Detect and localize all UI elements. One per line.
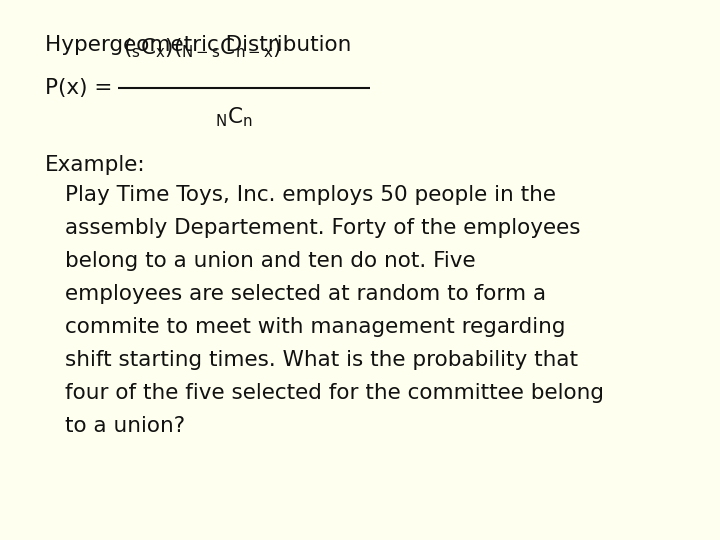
Text: employees are selected at random to form a: employees are selected at random to form…: [65, 284, 546, 304]
Text: P(x) =: P(x) =: [45, 78, 120, 98]
Text: $(_{\mathsf{s}}\mathsf{C}_{\mathsf{x}})(_{\mathsf{N-s}}\mathsf{C}_{\mathsf{n-x}}: $(_{\mathsf{s}}\mathsf{C}_{\mathsf{x}})(…: [123, 36, 282, 60]
Text: four of the five selected for the committee belong: four of the five selected for the commit…: [65, 383, 604, 403]
Text: shift starting times. What is the probability that: shift starting times. What is the probab…: [65, 350, 578, 370]
Text: Example:: Example:: [45, 155, 145, 175]
Text: Hypergeometric Distribution: Hypergeometric Distribution: [45, 35, 351, 55]
Text: to a union?: to a union?: [65, 416, 185, 436]
Text: $_{\mathsf{N}}\mathsf{C}_{\mathsf{n}}$: $_{\mathsf{N}}\mathsf{C}_{\mathsf{n}}$: [215, 105, 253, 129]
Text: Play Time Toys, Inc. employs 50 people in the: Play Time Toys, Inc. employs 50 people i…: [65, 185, 556, 205]
Text: assembly Departement. Forty of the employees: assembly Departement. Forty of the emplo…: [65, 218, 580, 238]
Text: belong to a union and ten do not. Five: belong to a union and ten do not. Five: [65, 251, 476, 271]
Text: commite to meet with management regarding: commite to meet with management regardin…: [65, 317, 565, 337]
